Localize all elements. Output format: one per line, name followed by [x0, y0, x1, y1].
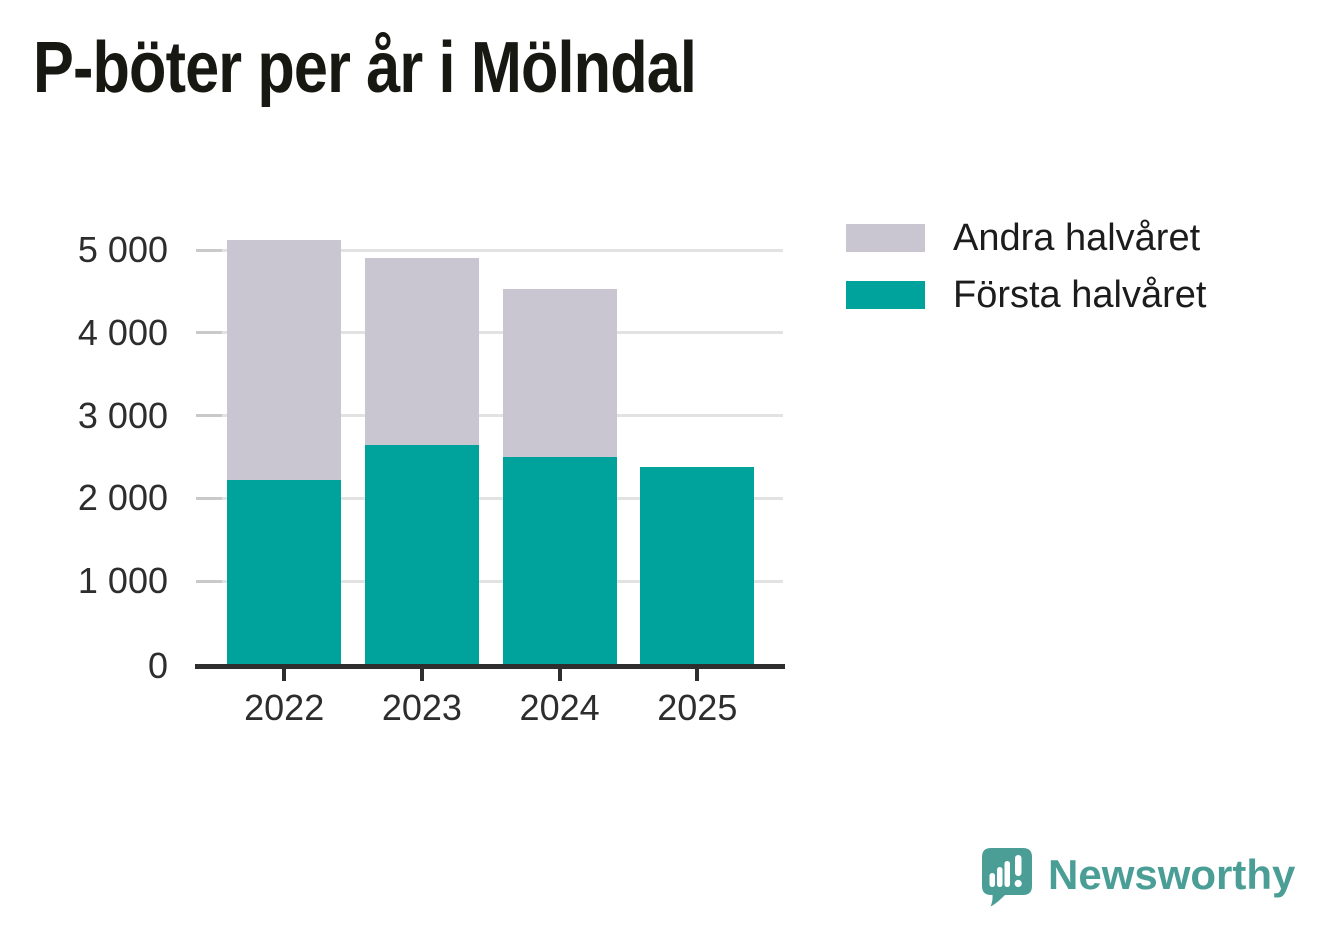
- y-tick-label-1000: 1 000: [77, 560, 168, 602]
- y-tick-5000: [196, 248, 222, 252]
- y-tick-label-4000: 4 000: [77, 311, 168, 353]
- plot-area: [196, 230, 783, 664]
- x-tick-label-2024: 2024: [519, 687, 600, 728]
- gridline-3000: [198, 414, 783, 418]
- bar-2022-andra: [227, 239, 342, 481]
- newsworthy-logo-text: Newsworthy: [1048, 851, 1296, 898]
- y-tick-label-5000: 5 000: [77, 229, 168, 270]
- bar-2024-andra: [502, 289, 617, 457]
- x-tick-2025: [695, 669, 700, 681]
- legend-swatch-2: [846, 281, 925, 309]
- legend-label-1: Andra halvåret: [953, 217, 1201, 259]
- gridline-5000: [198, 248, 783, 252]
- y-tick-label-3000: 3 000: [77, 394, 168, 436]
- y-tick-4000: [196, 331, 222, 335]
- legend-item-1: Andra halvåret: [846, 218, 1200, 258]
- y-tick-3000: [196, 414, 222, 418]
- x-tick-2022: [282, 669, 287, 681]
- y-tick-label-0: 0: [147, 645, 168, 686]
- legend-swatch-1: [846, 224, 925, 252]
- bar-2023-andra: [364, 258, 479, 445]
- bar-2023-första: [364, 445, 479, 664]
- y-tick-label-2000: 2 000: [77, 477, 168, 519]
- x-tick-2024: [557, 669, 562, 681]
- chart-title: P-böter per år i Mölndal: [33, 28, 697, 108]
- y-tick-1000: [196, 579, 222, 583]
- newsworthy-bubble-icon: [982, 848, 1032, 907]
- gridline-4000: [198, 331, 783, 335]
- bar-2025-första: [640, 467, 755, 664]
- gridline-1000: [198, 579, 783, 583]
- newsworthy-logo: Newsworthy: [982, 848, 1295, 907]
- x-tick-2023: [419, 669, 424, 681]
- legend-item-2: Första halvåret: [846, 275, 1206, 315]
- bar-2022-första: [227, 480, 342, 664]
- legend-label-2: Första halvåret: [953, 274, 1207, 316]
- x-tick-label-2023: 2023: [381, 687, 462, 728]
- x-tick-label-2022: 2022: [244, 687, 325, 728]
- x-tick-label-2025: 2025: [657, 687, 738, 728]
- x-axis-line: [195, 664, 785, 669]
- bar-2024-första: [502, 456, 617, 664]
- y-tick-2000: [196, 496, 222, 500]
- gridline-2000: [198, 496, 783, 500]
